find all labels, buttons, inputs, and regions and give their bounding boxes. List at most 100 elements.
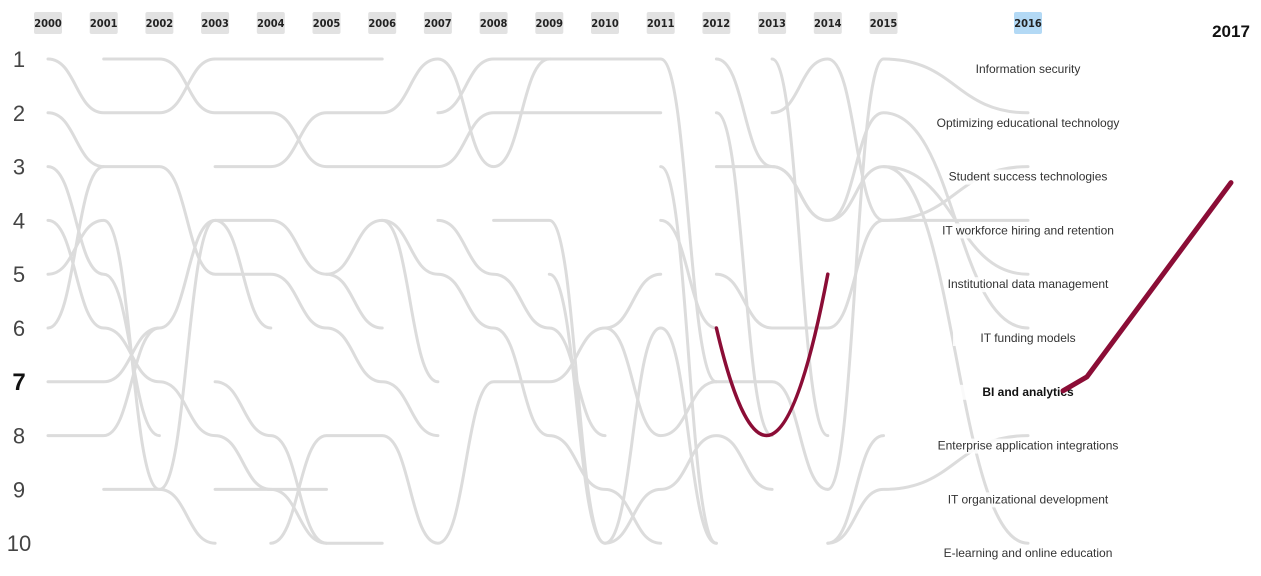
issue-label-bg — [953, 438, 1103, 454]
issue-label-bg — [953, 223, 1103, 239]
rank-label-7: 7 — [12, 369, 25, 396]
background-series-line-26 — [770, 57, 830, 438]
rank-label-1: 1 — [13, 47, 25, 72]
year-tick-2002: 2002 — [145, 12, 174, 34]
year-tick-2015: 2015 — [869, 12, 898, 34]
year-tick-2010: 2010 — [591, 12, 619, 34]
year-pill-bg — [145, 12, 174, 34]
highlight-final-segment — [1060, 180, 1234, 394]
year-pill-bg — [702, 12, 731, 34]
year-tick-2001: 2001 — [89, 12, 118, 34]
year-pill-bg — [368, 12, 397, 34]
background-series-line-20 — [603, 326, 718, 438]
issue-label-10: E-learning and online education — [944, 546, 1113, 560]
year-label: 2001 — [90, 17, 118, 30]
rank-axis: 1 2 3 4 5 6 7 8 9 10 — [7, 47, 31, 556]
year-tick-2016: 2016 — [1014, 12, 1042, 34]
year-pill-bg — [813, 12, 842, 34]
year-label: 2010 — [591, 17, 619, 30]
year-label: 2006 — [368, 17, 396, 30]
background-series-line-18 — [492, 218, 774, 545]
year-pill-bg — [869, 12, 898, 34]
rank-label-4: 4 — [13, 208, 25, 233]
year-pill-bg — [201, 12, 230, 34]
issue-label-8: Enterprise application integrations — [938, 439, 1119, 453]
year-label: 2008 — [480, 17, 508, 30]
rank-label-10: 10 — [7, 531, 31, 556]
year-tick-2008: 2008 — [479, 12, 508, 34]
year-pill-bg — [758, 12, 787, 34]
background-series-line-32 — [882, 165, 1030, 545]
year-pill-bg — [591, 12, 619, 34]
highlight-series-line — [714, 272, 830, 438]
year-pill-bg — [312, 12, 341, 34]
background-series-line-27 — [770, 57, 1030, 222]
year-tick-2000: 2000 — [34, 12, 62, 34]
final-year-label: 2017 — [1212, 22, 1250, 41]
year-tick-2012: 2012 — [702, 12, 731, 34]
year-tick-2006: 2006 — [368, 12, 397, 34]
issue-label-bg — [953, 546, 1103, 562]
year-label: 2007 — [424, 17, 452, 30]
year-tick-2014: 2014 — [813, 12, 842, 34]
year-pill-bg — [34, 12, 62, 34]
issue-label-1: Information security — [976, 62, 1081, 76]
year-pill-bg — [423, 12, 452, 34]
year-tick-2004: 2004 — [256, 12, 285, 34]
rank-label-6: 6 — [13, 316, 25, 341]
year-pill-bg — [646, 12, 675, 34]
year-axis: 2000 2001 2002 2003 2004 2005 2006 2007 2008 2009… — [34, 12, 1042, 34]
year-label: 2015 — [870, 17, 898, 30]
issue-label-bg — [953, 62, 1103, 77]
issue-label-bg — [953, 169, 1103, 185]
year-label: 2016 — [1014, 17, 1042, 30]
year-label: 2000 — [34, 17, 62, 30]
background-series-line-19 — [547, 272, 718, 545]
year-label: 2002 — [146, 17, 174, 30]
rank-label-8: 8 — [13, 424, 25, 449]
background-series-line-23 — [714, 111, 774, 438]
background-series-line-33 — [659, 218, 718, 330]
issue-label-bg — [953, 492, 1103, 508]
year-pill-bg — [1014, 12, 1042, 34]
year-pill-bg — [256, 12, 285, 34]
year-tick-2009: 2009 — [535, 12, 564, 34]
background-series-line-11 — [213, 380, 384, 545]
background-series-line-21 — [659, 165, 718, 545]
year-tick-2003: 2003 — [201, 12, 230, 34]
rank-label-3: 3 — [13, 155, 25, 180]
highlight-series-group — [714, 180, 1234, 438]
rank-label-5: 5 — [13, 262, 25, 287]
background-series-line-13 — [269, 272, 663, 545]
issue-label-9: IT organizational development — [948, 492, 1109, 506]
issue-label-3: Student success technologies — [949, 170, 1108, 184]
rank-label-9: 9 — [13, 477, 25, 502]
background-series-line-7 — [46, 326, 161, 438]
background-series-line-0 — [46, 57, 384, 115]
year-label: 2003 — [201, 17, 229, 30]
year-tick-2013: 2013 — [758, 12, 787, 34]
year-label: 2009 — [536, 17, 564, 30]
year-pill-bg — [479, 12, 508, 34]
background-series-line-15 — [380, 218, 440, 384]
year-pill-bg — [89, 12, 118, 34]
background-series-line-2 — [46, 165, 161, 438]
year-label: 2004 — [257, 17, 285, 30]
year-pill-bg — [535, 12, 564, 34]
background-series-line-8 — [102, 218, 273, 491]
issue-label-4: IT workforce hiring and retention — [942, 223, 1114, 237]
issue-label-5: Institutional data management — [948, 277, 1109, 291]
year-tick-2011: 2011 — [646, 12, 675, 34]
year-label: 2012 — [703, 17, 731, 30]
issue-labels: Information security Optimizing education… — [937, 62, 1119, 562]
issue-label-7: BI and analytics — [982, 385, 1074, 399]
issue-label-6: IT funding models — [980, 331, 1075, 345]
background-series-line-16 — [436, 57, 551, 115]
background-series-group — [46, 57, 1030, 545]
background-series-line-5 — [46, 165, 106, 330]
background-series-line-9 — [102, 57, 663, 169]
background-series-line-6 — [46, 218, 384, 384]
year-label: 2014 — [814, 17, 842, 30]
